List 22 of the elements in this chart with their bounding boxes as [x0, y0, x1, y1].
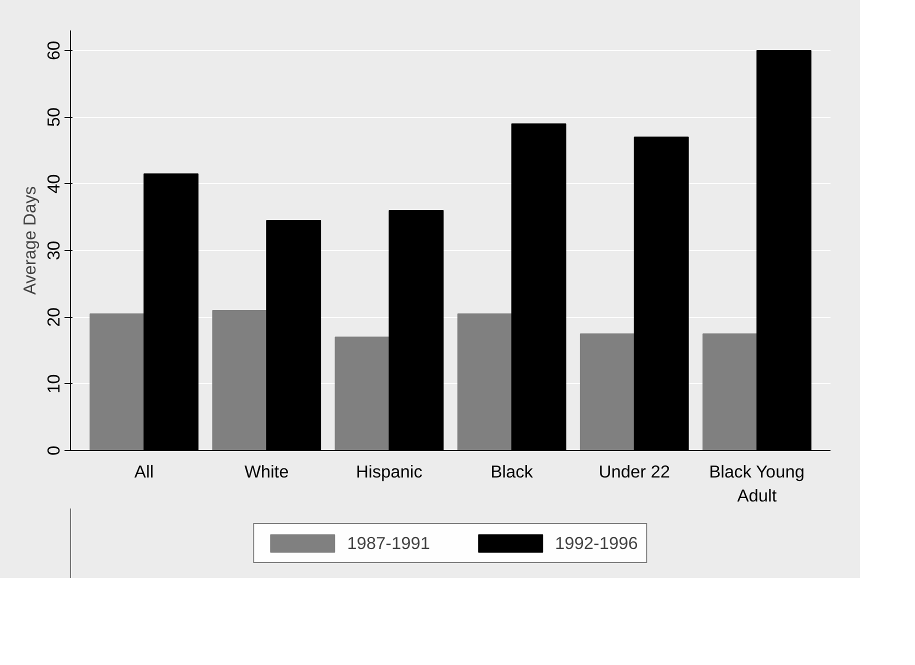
y-tick-label: 20: [44, 308, 64, 327]
bar: [702, 333, 758, 450]
x-tick-label: Hispanic: [356, 462, 423, 482]
bar: [90, 313, 145, 450]
legend-label: 1992-1996: [555, 532, 638, 554]
y-tick-label: 0: [44, 446, 64, 456]
x-tick-label: White: [244, 462, 289, 482]
y-axis-title: Average Days: [20, 186, 40, 295]
y-tick-label: 40: [44, 174, 64, 194]
bar: [457, 313, 512, 450]
x-tick-label: Under 22: [598, 462, 670, 482]
x-tick-label: Black: [490, 462, 534, 482]
legend-label: 1987-1991: [347, 532, 430, 554]
y-tick-label: 50: [44, 108, 64, 127]
x-tick-label: Black Young Adult: [709, 462, 804, 506]
bar: [334, 336, 390, 450]
y-tick-label: 30: [44, 240, 64, 260]
y-tick-label: 60: [44, 40, 64, 60]
x-tick-label: All: [134, 462, 154, 482]
bar: [580, 333, 635, 450]
bar: [212, 310, 268, 450]
y-tick-label: 10: [44, 374, 64, 394]
